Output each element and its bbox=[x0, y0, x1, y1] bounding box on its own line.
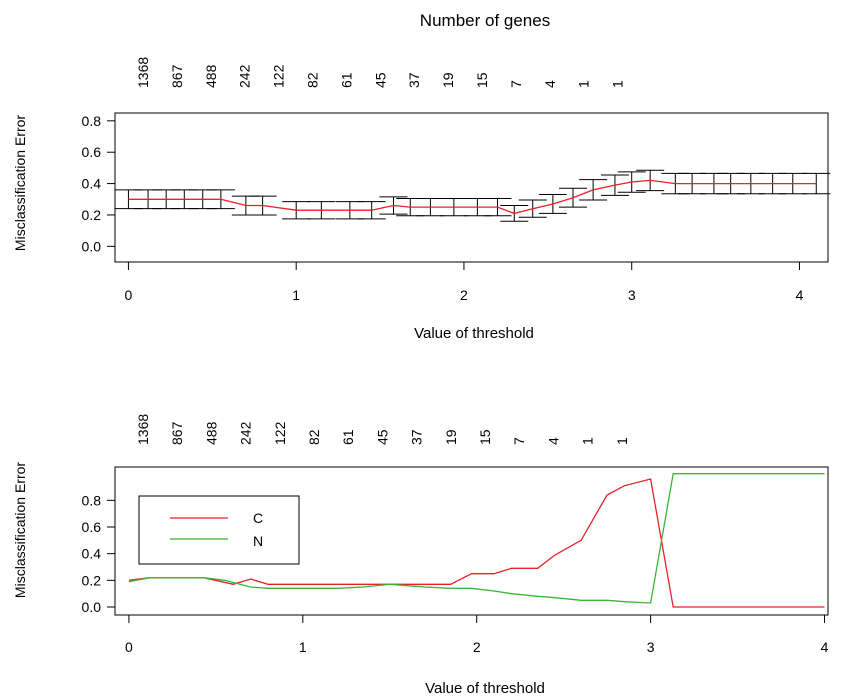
top-axis-label: 1368 bbox=[135, 57, 151, 88]
top-axis-label: 1 bbox=[580, 437, 596, 445]
y-tick-label: 0.6 bbox=[82, 144, 102, 160]
top-axis-label-group: 1368 867 488 242 122 82 61 45 37 19 15 7 4 1 1 bbox=[135, 57, 626, 88]
y-tick-label: 0.8 bbox=[82, 113, 102, 129]
x-tick-label: 4 bbox=[796, 287, 804, 303]
x-tick-label: 0 bbox=[125, 287, 133, 303]
y-tick-label: 0.0 bbox=[82, 599, 102, 615]
top-axis-label: 7 bbox=[511, 437, 527, 445]
top-axis-label: 1 bbox=[610, 80, 626, 88]
y-tick-label: 0.6 bbox=[82, 519, 102, 535]
top-axis-label: 15 bbox=[477, 429, 493, 445]
y-tick-label: 0.8 bbox=[82, 492, 102, 508]
series-line bbox=[128, 179, 817, 215]
x-axis-label-top: Value of threshold bbox=[414, 325, 534, 342]
y-tick-label: 0.4 bbox=[82, 546, 102, 562]
x-tick-label: 1 bbox=[292, 287, 300, 303]
x-tick-label: 0 bbox=[125, 639, 133, 655]
top-axis-label: 45 bbox=[374, 429, 390, 445]
y-tick-label: 0.4 bbox=[82, 176, 102, 192]
y-axis-bottom-panel: 0.0 0.2 0.4 0.6 0.8 bbox=[82, 492, 115, 615]
legend-label-n: N bbox=[253, 533, 263, 549]
x-axis-label-bottom: Value of threshold bbox=[425, 680, 545, 697]
top-axis-label: 1 bbox=[576, 80, 592, 88]
x-tick-label: 2 bbox=[460, 287, 468, 303]
x-tick-label: 2 bbox=[473, 639, 481, 655]
y-tick-label: 0.2 bbox=[82, 572, 102, 588]
top-axis-label: 37 bbox=[409, 429, 425, 445]
y-tick-label: 0.2 bbox=[82, 207, 102, 223]
top-axis-label: 488 bbox=[203, 64, 219, 88]
top-axis-label: 4 bbox=[545, 437, 561, 445]
top-axis-label: 19 bbox=[440, 72, 456, 88]
plot-frame-bottom bbox=[114, 466, 829, 616]
x-axis-top-panel: 0 1 2 3 4 bbox=[125, 262, 804, 303]
plot-frame-top bbox=[114, 112, 829, 263]
y-axis-label-top: Misclassification Error bbox=[12, 115, 28, 251]
y-tick-label: 0.0 bbox=[82, 238, 102, 254]
top-axis-label: 122 bbox=[271, 64, 287, 88]
top-axis-label: 19 bbox=[443, 429, 459, 445]
top-axis-label: 82 bbox=[305, 72, 321, 88]
x-axis-bottom-panel: 0 1 2 3 4 bbox=[125, 615, 829, 655]
series-line-n bbox=[128, 473, 825, 604]
top-axis-label: 7 bbox=[508, 80, 524, 88]
series-group-bottom bbox=[128, 473, 825, 608]
chart-title: Number of genes bbox=[420, 11, 550, 30]
top-axis-label: 867 bbox=[169, 64, 185, 88]
x-tick-label: 3 bbox=[647, 639, 655, 655]
x-tick-label: 1 bbox=[299, 639, 307, 655]
top-axis-label: 242 bbox=[238, 421, 254, 445]
top-axis-label: 82 bbox=[306, 429, 322, 445]
top-axis-label: 61 bbox=[340, 429, 356, 445]
series-group-top bbox=[114, 169, 831, 222]
x-tick-label: 4 bbox=[821, 639, 829, 655]
x-tick-label: 3 bbox=[628, 287, 636, 303]
top-axis-label: 122 bbox=[272, 421, 288, 445]
top-axis-label: 4 bbox=[542, 80, 558, 88]
panel-bottom: 1368 867 488 242 122 82 61 45 37 19 15 7 4 1 1 0 1 2 3 4 0… bbox=[12, 414, 829, 697]
top-axis-label-group-bottom: 1368 867 488 242 122 82 61 45 37 19 15 7 4 1 1 bbox=[135, 414, 630, 445]
legend-box bbox=[138, 495, 300, 565]
top-axis-label: 1 bbox=[614, 437, 630, 445]
top-axis-label: 15 bbox=[474, 72, 490, 88]
y-axis-label-bottom: Misclassification Error bbox=[12, 462, 28, 598]
legend: C N bbox=[138, 495, 300, 565]
top-axis-label: 45 bbox=[372, 72, 388, 88]
y-axis-top-panel: 0.0 0.2 0.4 0.6 0.8 bbox=[82, 113, 115, 254]
panel-top: Number of genes 1368 867 488 242 122 82 61 45 37… bbox=[12, 11, 831, 342]
legend-label-c: C bbox=[253, 510, 263, 526]
top-axis-label: 1368 bbox=[135, 414, 151, 445]
top-axis-label: 37 bbox=[406, 72, 422, 88]
series-line-c bbox=[128, 478, 825, 608]
top-axis-label: 242 bbox=[237, 64, 253, 88]
top-axis-label: 867 bbox=[169, 421, 185, 445]
top-axis-label: 488 bbox=[203, 421, 219, 445]
top-axis-label: 61 bbox=[338, 72, 354, 88]
